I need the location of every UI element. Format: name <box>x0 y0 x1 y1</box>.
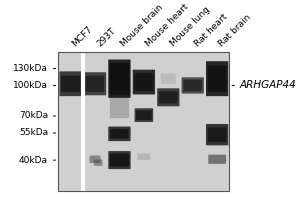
FancyBboxPatch shape <box>86 76 104 92</box>
FancyBboxPatch shape <box>208 65 226 92</box>
Text: 70kDa: 70kDa <box>19 111 48 121</box>
FancyBboxPatch shape <box>59 71 82 96</box>
Text: Mouse lung: Mouse lung <box>168 5 212 48</box>
FancyBboxPatch shape <box>135 108 153 122</box>
FancyBboxPatch shape <box>208 155 226 164</box>
FancyBboxPatch shape <box>90 155 101 163</box>
FancyBboxPatch shape <box>208 127 226 142</box>
FancyBboxPatch shape <box>137 153 150 160</box>
FancyBboxPatch shape <box>136 110 152 120</box>
Text: Mouse brain: Mouse brain <box>119 3 165 48</box>
FancyBboxPatch shape <box>183 80 202 91</box>
FancyBboxPatch shape <box>206 61 228 96</box>
FancyBboxPatch shape <box>61 76 80 92</box>
Text: Mouse heart: Mouse heart <box>144 2 190 48</box>
FancyBboxPatch shape <box>133 70 155 94</box>
Text: 130kDa: 130kDa <box>13 64 48 73</box>
Text: 293T: 293T <box>95 26 117 48</box>
FancyBboxPatch shape <box>110 63 129 94</box>
Text: Rat heart: Rat heart <box>193 12 229 48</box>
Text: 100kDa: 100kDa <box>13 81 48 90</box>
Bar <box>58 52 230 191</box>
Bar <box>81 52 85 191</box>
Text: ARHGAP44: ARHGAP44 <box>240 80 296 90</box>
FancyBboxPatch shape <box>108 126 130 141</box>
FancyBboxPatch shape <box>159 91 178 103</box>
Bar <box>58 52 230 191</box>
FancyBboxPatch shape <box>110 93 129 118</box>
FancyBboxPatch shape <box>135 73 153 91</box>
FancyBboxPatch shape <box>206 124 228 145</box>
Text: 40kDa: 40kDa <box>19 156 48 165</box>
FancyBboxPatch shape <box>182 77 204 94</box>
FancyBboxPatch shape <box>94 159 103 166</box>
FancyBboxPatch shape <box>110 154 129 167</box>
FancyBboxPatch shape <box>108 151 130 169</box>
FancyBboxPatch shape <box>161 74 176 84</box>
Text: MCF7: MCF7 <box>70 24 94 48</box>
FancyBboxPatch shape <box>110 129 128 139</box>
Text: Rat brain: Rat brain <box>217 13 253 48</box>
Text: 55kDa: 55kDa <box>19 129 48 138</box>
FancyBboxPatch shape <box>84 72 106 95</box>
FancyBboxPatch shape <box>108 60 130 98</box>
FancyBboxPatch shape <box>157 88 179 106</box>
